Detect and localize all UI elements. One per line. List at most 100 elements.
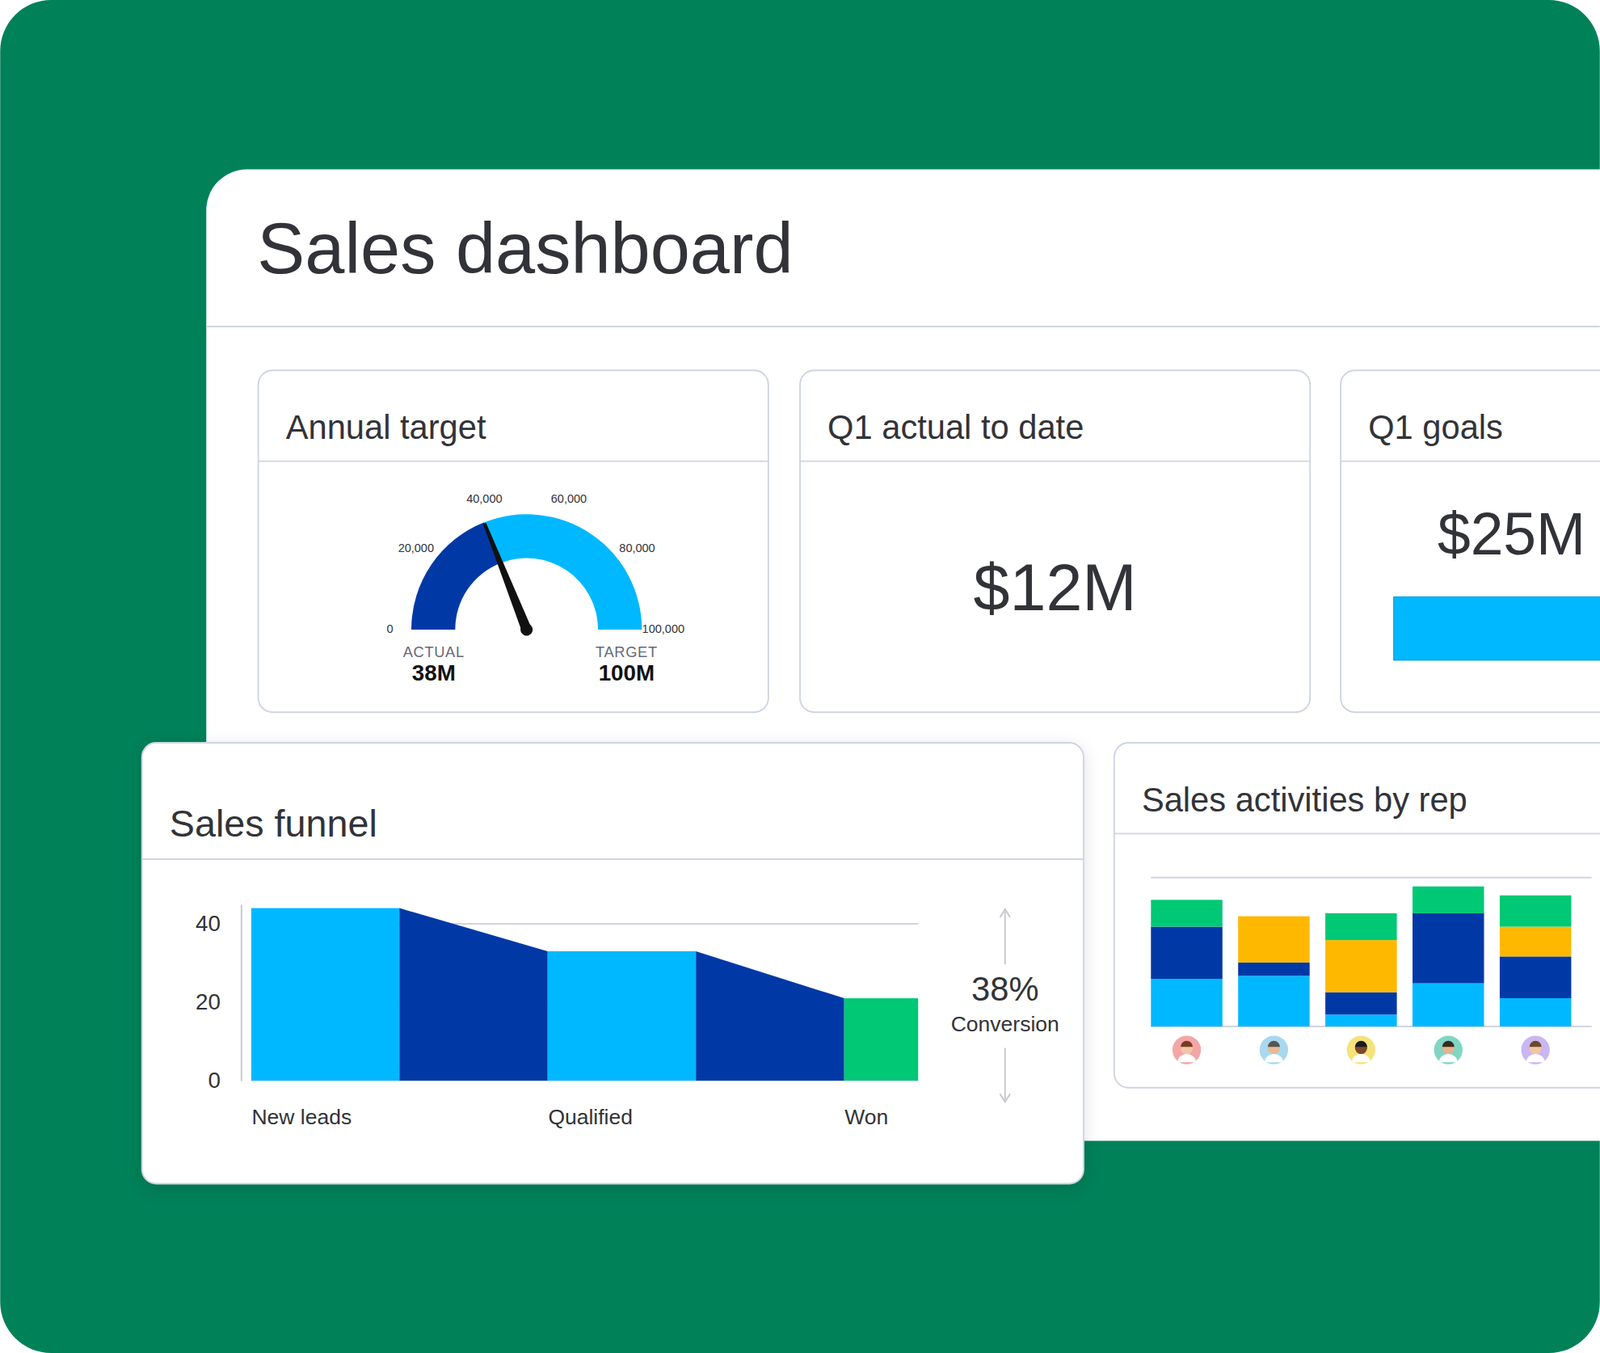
rep-avatar — [1172, 1035, 1201, 1064]
y-tick: 20 — [195, 989, 241, 1015]
x-tick: New leads — [251, 1080, 352, 1129]
avatar-bg — [1259, 1035, 1289, 1064]
gauge: 0 20,000 40,000 60,000 80,000 100,000 — [386, 492, 685, 638]
avatar-hair — [1529, 1040, 1542, 1048]
goal-bar — [1393, 597, 1600, 661]
funnel-bar — [547, 951, 696, 1081]
funnel-connector — [695, 951, 844, 1081]
y-tick: 40 — [195, 910, 241, 936]
bar-segment — [1499, 997, 1571, 1027]
panel: Annual target — [258, 370, 769, 712]
arrow-head — [999, 909, 1011, 918]
needle-shape — [480, 521, 532, 632]
avatar-bg — [1434, 1035, 1463, 1064]
bar-segment — [1325, 992, 1397, 1015]
avatar-hair — [1355, 1040, 1368, 1048]
gauge-actual-arc — [411, 522, 501, 630]
bar-segment — [1325, 913, 1397, 940]
annotation-arrow — [1004, 1048, 1007, 1100]
panel-divider — [142, 858, 1084, 860]
readout-label: ACTUAL — [403, 643, 465, 661]
gauge-tick-label: 80,000 — [618, 541, 655, 555]
readout-value: 38M — [412, 660, 456, 686]
funnel-bar — [251, 908, 400, 1081]
bar-segment — [1412, 886, 1484, 914]
gauge-remaining-arc — [484, 513, 642, 630]
x-tick-label: Qualified — [547, 1104, 633, 1129]
dashboard-title: Sales dashboard — [256, 208, 793, 289]
panel-frame — [258, 370, 769, 712]
gauge-tick-label: 60,000 — [551, 492, 587, 506]
kpi-value: $12M — [973, 551, 1137, 624]
bar-segment — [1237, 962, 1310, 977]
annotation-text: Conversion — [951, 1011, 1060, 1036]
rep-avatar — [1434, 1035, 1463, 1064]
avatar-body — [1177, 1053, 1196, 1062]
bar-segment — [1412, 983, 1484, 1027]
panel-frame — [1340, 370, 1600, 712]
panel-frame — [142, 742, 1084, 1184]
avatar-body — [1264, 1053, 1284, 1062]
y-tick: 0 — [207, 1067, 241, 1093]
panel: Sales funnel — [142, 742, 1084, 1184]
x-tick-label: New leads — [251, 1104, 352, 1129]
gauge-tick-label: 0 — [386, 622, 393, 636]
bar-segment — [1325, 1014, 1397, 1027]
bar-segment — [1237, 915, 1310, 917]
avatar-bg — [1347, 1035, 1376, 1064]
readout-value: 100M — [598, 660, 655, 686]
gauge-tick-label: 100,000 — [642, 622, 685, 636]
activity-bars — [1150, 886, 1571, 1027]
dashboard-screenshot: Sales dashboard Annual target 0 20,000 40,00… — [0, 0, 1600, 1353]
panel-title: Q1 goals — [1368, 408, 1504, 447]
panel: Sales activities by rep — [1114, 742, 1600, 1088]
kpi-value: $25M — [1437, 501, 1586, 568]
grid-line — [1150, 876, 1592, 879]
panel: Q1 actual to date — [800, 370, 1310, 712]
panel: Q1 goals — [1340, 370, 1600, 712]
y-tick-label: 40 — [195, 910, 221, 936]
avatar-body — [1526, 1053, 1546, 1062]
funnel-bar — [844, 997, 919, 1081]
avatar-bg — [1520, 1035, 1550, 1064]
avatar-hair — [1180, 1040, 1193, 1048]
panel-divider — [1114, 832, 1600, 834]
needle-hub — [518, 621, 535, 638]
funnel-connector — [399, 908, 548, 1081]
bar-segment — [1150, 899, 1222, 927]
axis-line — [240, 904, 243, 1081]
y-tick-label: 20 — [195, 989, 221, 1015]
gauge-tick-label: 40,000 — [466, 492, 502, 506]
bar-segment — [1150, 926, 1222, 980]
gauge-tick-label: 20,000 — [398, 541, 434, 555]
funnel-marks — [251, 908, 919, 1081]
bar-segment — [1150, 978, 1222, 1027]
panel-frame — [1114, 742, 1600, 1088]
panel-title: Sales activities by rep — [1141, 780, 1468, 819]
rep-avatar — [1520, 1035, 1550, 1064]
panel-title: Annual target — [286, 408, 487, 447]
bar-segment — [1237, 975, 1310, 1027]
bar-segment — [1499, 926, 1571, 957]
bar-segment — [1499, 955, 1571, 998]
panel-title: Q1 actual to date — [827, 408, 1084, 447]
y-axis: 0 20 40 — [195, 904, 242, 1093]
readout-label: TARGET — [595, 643, 658, 661]
bar-segment — [1325, 939, 1397, 993]
rep-avatar — [1347, 1035, 1376, 1064]
avatar-hair — [1442, 1040, 1455, 1048]
x-tick-label: Won — [844, 1104, 889, 1129]
x-axis: New leads Qualified Won — [251, 1080, 889, 1129]
avatar-body — [1351, 1053, 1371, 1062]
panel-divider — [800, 460, 1310, 463]
title-divider — [206, 325, 1600, 328]
annotation-value: 38% — [971, 969, 1039, 1008]
panel-divider — [1340, 460, 1600, 463]
avatar-body — [1439, 1053, 1458, 1062]
bar-segment — [1499, 895, 1571, 927]
x-tick: Qualified — [547, 1080, 633, 1129]
panel-frame — [800, 370, 1310, 712]
rep-avatar — [1259, 1035, 1289, 1064]
gauge-needle — [479, 521, 535, 638]
annotation-arrow — [1004, 910, 1007, 965]
